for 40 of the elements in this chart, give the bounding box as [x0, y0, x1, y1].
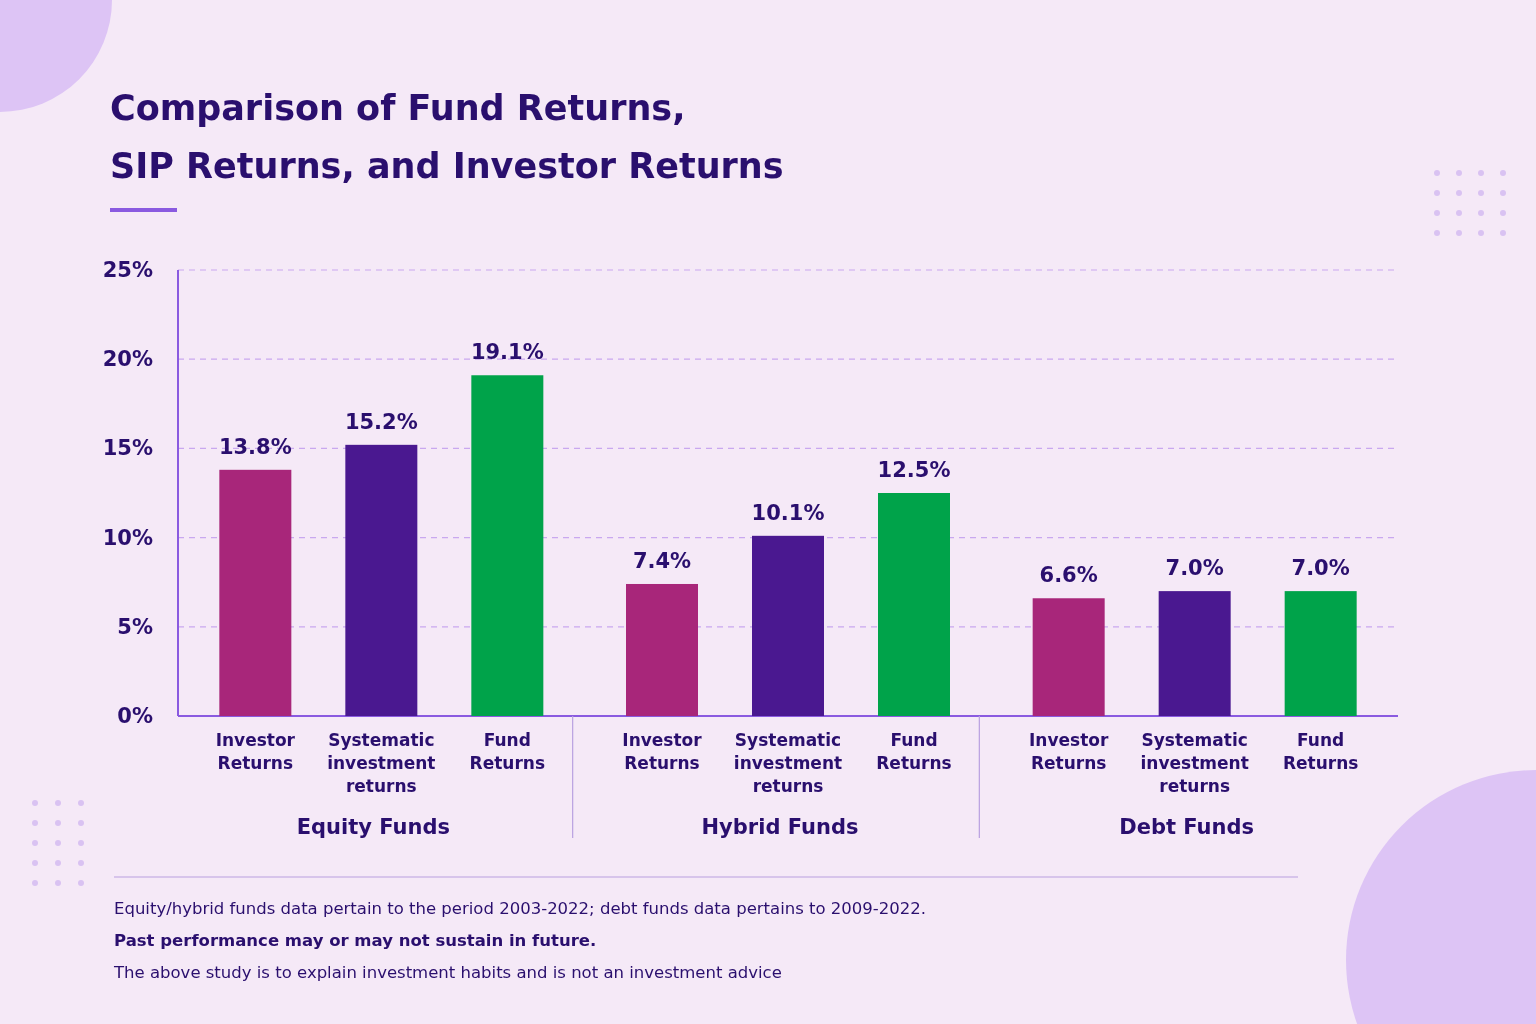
data-label: 6.6%: [1039, 563, 1098, 588]
text: Fund Returns: [876, 730, 952, 773]
chart-title: Comparison of Fund Returns, SIP Returns, and Investor Returns: [110, 88, 784, 186]
bar: [219, 469, 292, 716]
data-label: 7.0%: [1165, 556, 1224, 581]
y-tick-label: 10%: [102, 525, 153, 550]
text: Investor Returns: [622, 730, 702, 773]
bar: [626, 583, 698, 716]
series-label: Systematic investment returns: [1140, 730, 1249, 796]
text: Past performance may or may not sustain in future.: [114, 931, 597, 950]
text: Investor Returns: [215, 730, 296, 773]
bar: [878, 493, 950, 716]
text: Equity/hybrid funds data pertain to the period 2003-2022; debt funds data pertains to 2009-2022.: [114, 899, 927, 918]
x-tick-label: Equity Funds: [296, 815, 450, 839]
data-label: 10.1%: [751, 500, 825, 525]
y-tick-label: 25%: [102, 258, 153, 282]
series-label: Investor Returns: [1028, 730, 1109, 773]
x-tick-label: Hybrid Funds: [701, 815, 859, 839]
x-tick-label: Debt Funds: [1119, 815, 1255, 839]
data-label: 7.4%: [632, 548, 692, 573]
data-label: 19.1%: [470, 340, 544, 365]
bar: [1032, 598, 1105, 716]
data-label: 12.5%: [877, 458, 951, 482]
data-label: 13.8%: [218, 434, 292, 459]
bar: [1284, 591, 1357, 716]
data-label: 7.0%: [1291, 556, 1350, 581]
y-tick-label: 15%: [102, 436, 153, 461]
bar: [752, 535, 824, 716]
data-label: 15.2%: [344, 409, 418, 434]
text: The above study is to explain investment habits and is not an investment advice: [113, 963, 782, 982]
bar: [471, 375, 544, 716]
text: Systematic investment returns: [327, 730, 436, 796]
bar: [1158, 591, 1231, 716]
text: Systematic investment returns: [733, 730, 843, 796]
bar: [345, 444, 418, 716]
y-tick-label: 20%: [102, 347, 153, 372]
y-tick-label: 5%: [117, 614, 153, 639]
text: Fund Returns: [1282, 730, 1359, 773]
series-label: Fund Returns: [469, 730, 546, 773]
y-tick-label: 0%: [117, 704, 153, 728]
